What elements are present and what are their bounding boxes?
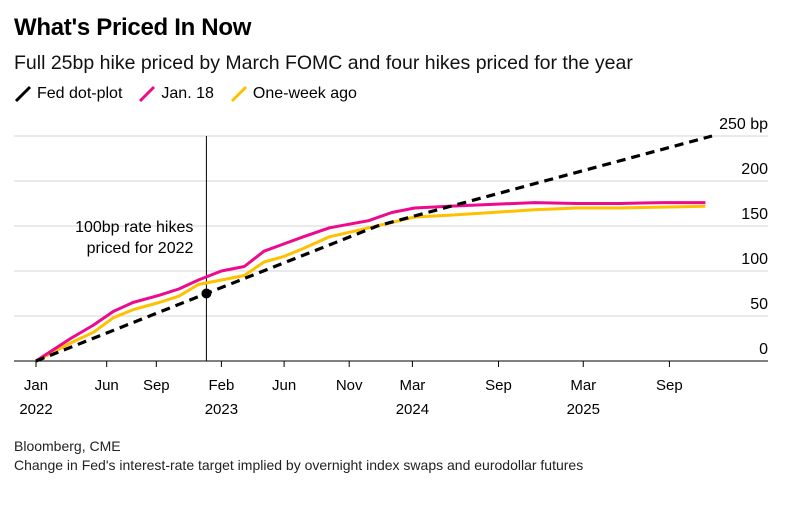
- x-tick-label: Jun: [95, 377, 119, 394]
- legend-label: One-week ago: [252, 85, 357, 102]
- x-tick-year: 2025: [567, 401, 600, 418]
- x-tick-label: Sep: [485, 377, 512, 394]
- x-tick-label: Jun: [272, 377, 296, 394]
- annotation-group: 100bp rate hikes priced for 2022: [75, 219, 212, 299]
- y-tick-label: 200: [741, 161, 768, 178]
- chart-subtitle: Full 25bp hike priced by March FOMC and …: [14, 52, 633, 74]
- legend-item-jan-18: Jan. 18: [138, 85, 214, 103]
- x-axis-labels: Jan 2022 Jun Sep Feb 2023 Jun Nov Mar 2024 Sep Mar 2…: [19, 361, 683, 418]
- x-tick-label: Mar: [399, 377, 425, 394]
- x-tick-year: 2024: [396, 401, 429, 418]
- x-tick-label: Jan: [24, 377, 48, 394]
- legend-swatch-dashed-icon: [14, 85, 32, 103]
- legend-label: Fed dot-plot: [37, 85, 123, 102]
- y-tick-label: 250 bp: [719, 116, 768, 133]
- x-tick-label: Mar: [570, 377, 596, 394]
- legend-item-fed-dot-plot: Fed dot-plot: [14, 85, 122, 103]
- x-tick-year: 2022: [19, 401, 52, 418]
- y-tick-label: 100: [741, 251, 768, 268]
- gridlines: [14, 135, 768, 362]
- series-line-one-week-ago: [35, 204, 706, 363]
- source-text: Bloomberg, CME: [14, 438, 121, 454]
- series-line-jan-18: [35, 201, 706, 363]
- x-tick-label: Feb: [208, 377, 234, 394]
- x-tick-label: Nov: [336, 377, 363, 394]
- x-tick-label: Sep: [143, 377, 170, 394]
- y-tick-label: 150: [741, 206, 768, 223]
- legend-label: Jan. 18: [161, 85, 214, 102]
- annotation-text-line: 100bp rate hikes: [75, 219, 193, 236]
- y-tick-label: 50: [750, 296, 768, 313]
- y-tick-label: 0: [759, 341, 768, 358]
- y-axis-labels: 0 50 100 150 200 250 bp: [719, 116, 768, 358]
- legend-swatch-pink-icon: [139, 85, 156, 103]
- legend-item-one-week-ago: One-week ago: [230, 85, 357, 103]
- series-group: [35, 134, 713, 363]
- note-text: Change in Fed's interest-rate target imp…: [14, 457, 584, 473]
- annotation-dot: [201, 288, 212, 299]
- x-tick-label: Sep: [656, 377, 683, 394]
- x-tick-year: 2023: [205, 401, 238, 418]
- legend: Fed dot-plot Jan. 18 One-week ago: [14, 85, 373, 103]
- annotation-text-line: priced for 2022: [87, 240, 194, 257]
- legend-swatch-yellow-icon: [230, 85, 247, 103]
- series-line-fed-dot-plot: [35, 134, 713, 363]
- chart-title: What's Priced In Now: [14, 14, 252, 41]
